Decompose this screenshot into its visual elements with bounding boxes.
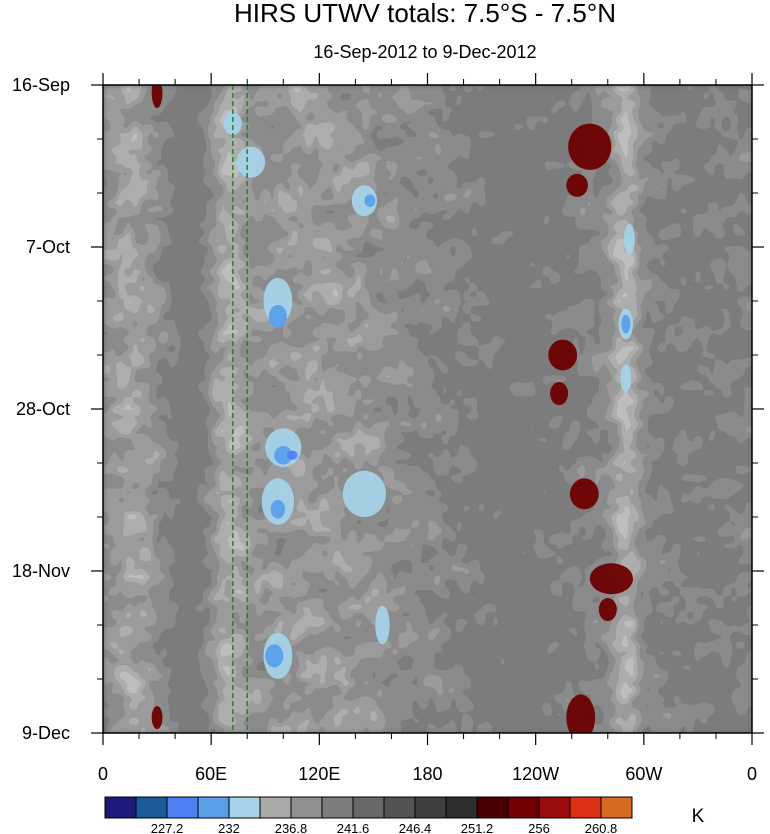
field-patch — [268, 304, 287, 328]
y-tick-label: 16-Sep — [12, 75, 70, 95]
x-tick-label: 120W — [512, 764, 559, 784]
field-patch — [179, 748, 190, 763]
heatmap-field — [103, 85, 752, 733]
field-patch — [375, 605, 390, 645]
colorbar-swatch — [166, 796, 199, 819]
field-patch — [621, 314, 631, 334]
colorbar-swatch — [259, 796, 292, 819]
chart-subtitle: 16-Sep-2012 to 9-Dec-2012 — [313, 42, 536, 62]
colorbar-swatch — [290, 796, 323, 819]
colorbar-swatch — [600, 796, 633, 819]
field-patch — [620, 364, 632, 393]
field-patch — [151, 85, 163, 109]
colorbar-label: 256 — [528, 821, 550, 834]
field-patch — [342, 470, 387, 517]
heatmap-features — [151, 85, 635, 763]
colorbar-label: 260.8 — [585, 821, 618, 834]
colorbar-swatch — [104, 796, 137, 819]
field-patch — [286, 450, 298, 460]
field-patch — [364, 194, 376, 207]
field-patch — [589, 563, 634, 595]
y-tick-label: 9-Dec — [22, 723, 70, 743]
colorbar-label: 232 — [218, 821, 240, 834]
field-patch — [566, 173, 588, 197]
field-patch — [624, 223, 635, 255]
x-axis: 0 60E 120E 180 120W 60W 0 — [98, 73, 757, 784]
y-axis: 16-Sep 7-Oct 28-Oct 18-Nov 9-Dec — [12, 75, 764, 743]
field-grid — [103, 85, 752, 733]
x-tick-label: 60E — [195, 764, 227, 784]
colorbar-label: 241.6 — [337, 821, 370, 834]
colorbar-swatch — [135, 796, 168, 819]
colorbar-unit: K — [692, 806, 705, 827]
colorbar: 227.2 232 236.8 241.6 246.4 251.2 256 260.8 — [104, 796, 633, 834]
field-patch — [598, 598, 617, 622]
x-tick-label: 0 — [747, 764, 757, 784]
chart-title: HIRS UTWV totals: 7.5°S - 7.5°N — [234, 0, 616, 28]
x-tick-label: 60W — [625, 764, 662, 784]
x-tick-label: 0 — [98, 764, 108, 784]
colorbar-swatch — [445, 796, 478, 819]
heatmap-plot-area — [102, 84, 753, 763]
field-patch — [548, 339, 578, 371]
colorbar-swatch — [321, 796, 354, 819]
colorbar-swatch — [352, 796, 385, 819]
field-patch — [568, 123, 612, 170]
colorbar-swatch — [383, 796, 416, 819]
colorbar-label: 227.2 — [151, 821, 184, 834]
field-patch — [274, 446, 293, 465]
colorbar-swatch — [228, 796, 261, 819]
colorbar-swatch — [197, 796, 230, 819]
reference-lines — [232, 85, 248, 733]
field-patch — [569, 478, 599, 510]
colorbar-swatch — [507, 796, 540, 819]
colorbar-swatch — [476, 796, 509, 819]
y-tick-label: 18-Nov — [12, 561, 70, 581]
field-patch — [151, 706, 163, 730]
y-tick-label: 7-Oct — [26, 237, 70, 257]
colorbar-label: 251.2 — [461, 821, 494, 834]
colorbar-label: 246.4 — [399, 821, 432, 834]
y-tick-label: 28-Oct — [16, 399, 70, 419]
x-tick-label: 180 — [412, 764, 442, 784]
field-patch — [265, 644, 284, 668]
colorbar-swatch — [538, 796, 571, 819]
colorbar-label: 236.8 — [275, 821, 308, 834]
x-tick-label: 120E — [298, 764, 340, 784]
field-patch — [550, 382, 569, 406]
field-patch — [236, 146, 266, 178]
field-patch — [223, 112, 242, 136]
field-patch — [270, 500, 286, 519]
colorbar-swatch — [569, 796, 602, 819]
colorbar-swatch — [414, 796, 447, 819]
field-patch — [566, 694, 596, 733]
